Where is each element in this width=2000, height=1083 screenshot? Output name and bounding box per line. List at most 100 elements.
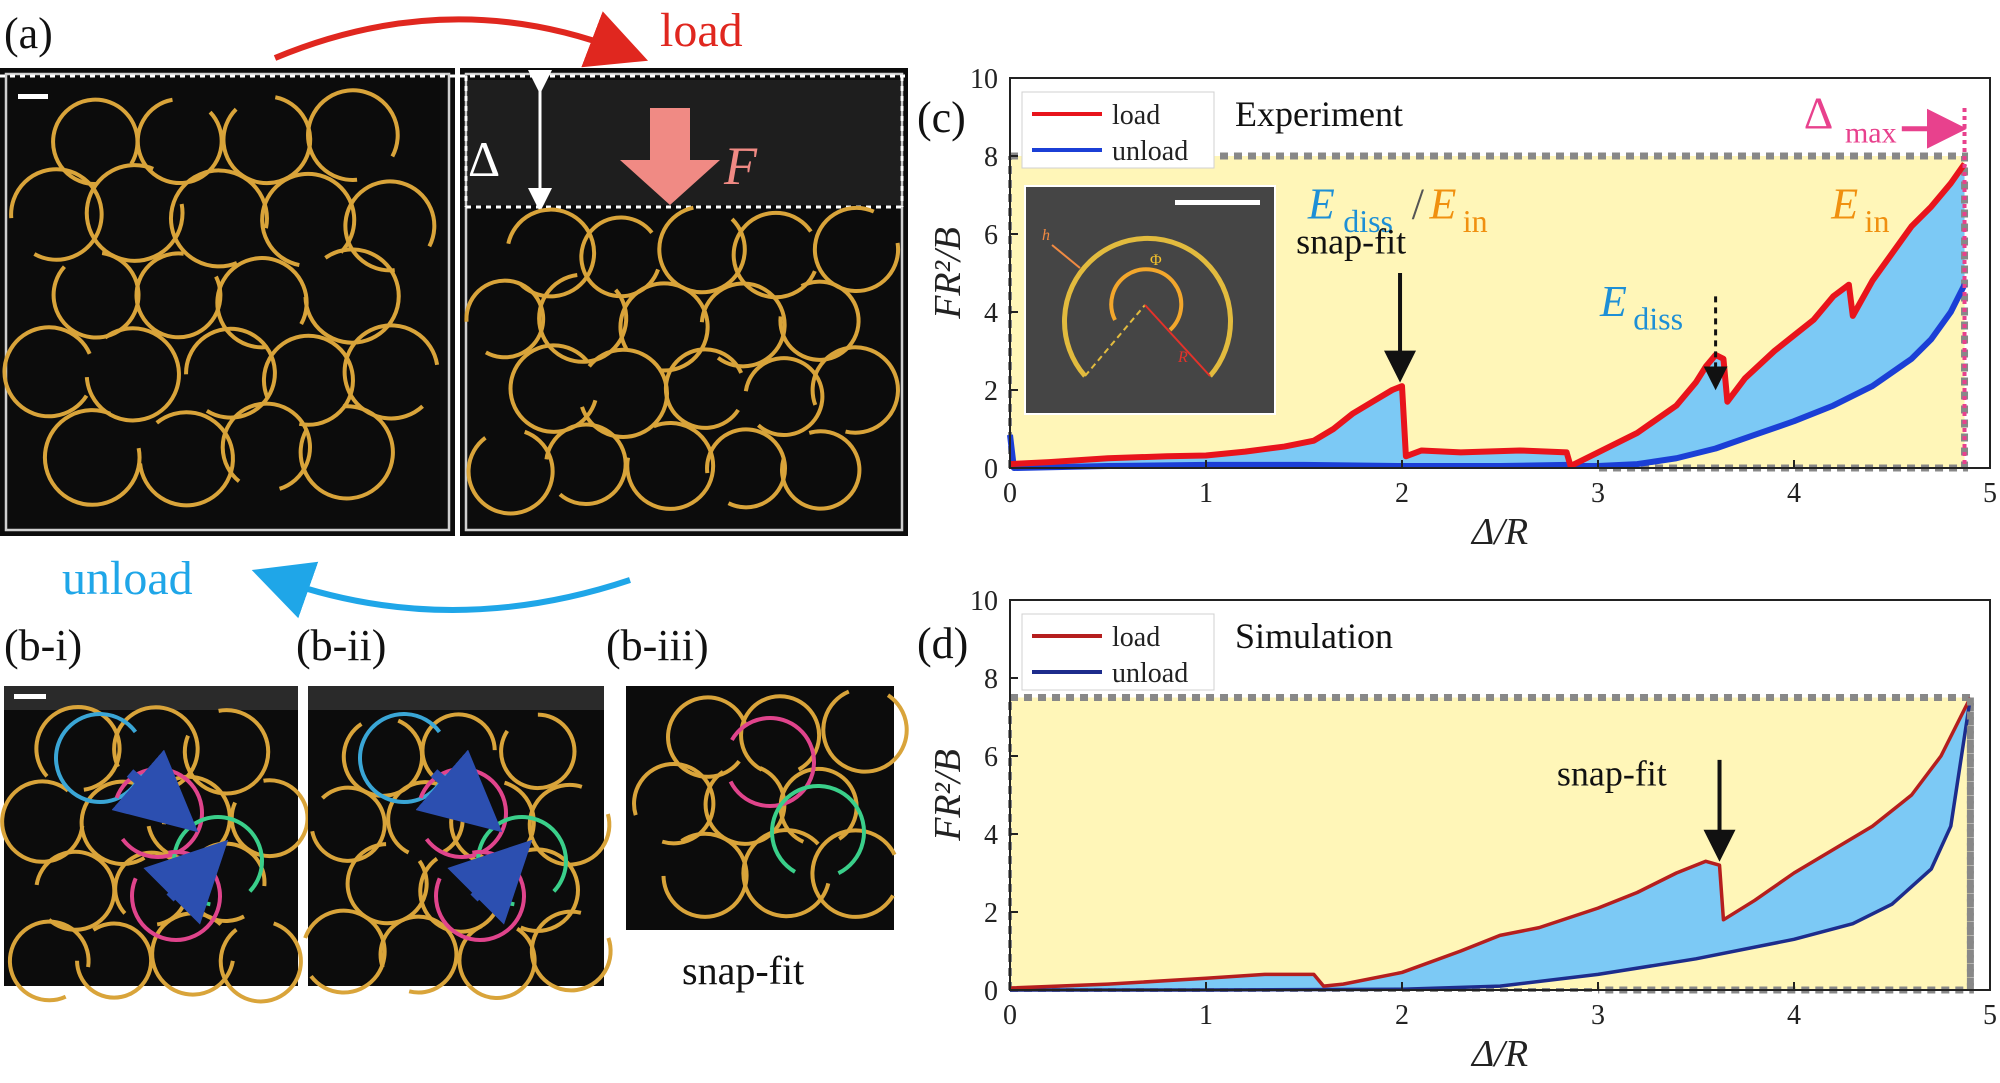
ring-cluster (2, 88, 440, 508)
y-tick-label: 10 (970, 64, 998, 95)
ring (464, 278, 546, 360)
ring (632, 762, 716, 846)
load-arrow (273, 11, 649, 68)
phi-arc (1109, 267, 1184, 332)
ring (770, 784, 866, 876)
panel-label-d: (d) (917, 619, 968, 668)
x-tick-label: 4 (1787, 1000, 1801, 1031)
ring (741, 828, 831, 919)
ring (666, 695, 748, 779)
ring (184, 326, 277, 420)
ring (42, 408, 142, 507)
y-tick-label: 10 (970, 586, 998, 617)
force-label: F (723, 136, 758, 196)
ring (625, 421, 716, 511)
y-tick-label: 4 (984, 820, 998, 851)
ring (2, 325, 92, 419)
ring (215, 256, 309, 350)
legend-entry-load: load (1112, 622, 1160, 653)
y-axis-label: FR²/B (927, 227, 969, 320)
plot-frame (1009, 599, 1991, 991)
delta-max-label: Δ (1804, 88, 1834, 139)
panel-label-a: (a) (4, 9, 53, 58)
y-tick-label: 8 (984, 142, 998, 173)
legend-entry-unload: unload (1112, 136, 1188, 167)
ring (306, 88, 400, 182)
y-tick-label: 6 (984, 742, 998, 773)
ring (743, 356, 825, 437)
ring (229, 778, 310, 859)
ring (84, 163, 185, 263)
ring (739, 694, 822, 772)
motion-arrow-icon (415, 749, 503, 833)
ring (261, 333, 355, 427)
ring (135, 97, 224, 185)
photo-a-before (0, 68, 455, 536)
inset-R-label: R (1177, 349, 1188, 366)
ring-cluster (464, 205, 901, 516)
ring (34, 849, 117, 932)
x-tick-label: 5 (1983, 478, 1997, 509)
ring (699, 281, 787, 369)
legend-entry-unload: unload (1112, 658, 1188, 689)
x-tick-label: 1 (1199, 478, 1213, 509)
ring (138, 410, 235, 508)
legend (1021, 91, 1215, 169)
photo-b-ii (303, 686, 613, 1000)
inset-photo: h Φ R (1024, 185, 1276, 415)
ring (51, 97, 140, 187)
y-tick-label: 0 (984, 454, 998, 485)
ring (75, 921, 154, 1000)
ring (529, 909, 613, 993)
ring (705, 427, 787, 510)
ring (728, 716, 816, 808)
x-tick-label: 5 (1983, 1000, 1997, 1031)
load-series-line (1009, 696, 1972, 990)
panel-label-b-iii: (b-iii) (606, 621, 709, 670)
eta-ein: E (1428, 179, 1456, 228)
ring (169, 168, 269, 269)
unload-arrow-label: unload (62, 552, 193, 605)
load-arrow-label: load (660, 4, 743, 57)
unload-series-line (1007, 283, 1968, 471)
ring (310, 785, 387, 863)
plot-frame (1009, 77, 1991, 469)
ein-label-sub: in (1865, 203, 1890, 239)
snap-fit-caption: snap-fit (682, 948, 804, 993)
legend (1021, 613, 1215, 691)
force-arrow (620, 108, 720, 205)
ring (218, 921, 303, 1004)
ring (343, 179, 437, 273)
delta-max-subscript: max (1845, 116, 1897, 149)
y-axis-label: FR²/B (927, 749, 969, 842)
chart-title: Experiment (1235, 94, 1403, 134)
x-tick-label: 4 (1787, 478, 1801, 509)
inset-h-label: h (1042, 227, 1050, 244)
y-tick-label: 2 (984, 898, 998, 929)
chart-title: Simulation (1235, 616, 1393, 656)
ring-arc (1062, 235, 1233, 378)
unload-arrow (251, 561, 631, 619)
inset-phi-label: Φ (1150, 252, 1162, 269)
inset-scale-bar (1175, 200, 1260, 205)
ring (221, 95, 313, 186)
panel-label-b-ii: (b-ii) (296, 621, 386, 670)
x-tick-label: 0 (1003, 478, 1017, 509)
load-series-line (1009, 162, 1967, 470)
ein-label: E (1830, 179, 1858, 228)
x-tick-label: 2 (1395, 478, 1409, 509)
y-tick-label: 4 (984, 298, 998, 329)
x-tick-label: 3 (1591, 478, 1605, 509)
scale-bar (14, 694, 46, 699)
ring (810, 828, 897, 919)
y-tick-label: 2 (984, 376, 998, 407)
ring (663, 347, 744, 430)
ring (780, 429, 862, 511)
x-tick-label: 0 (1003, 1000, 1017, 1031)
ring (260, 171, 357, 268)
ring (341, 718, 425, 798)
eta-ediss: E (1307, 179, 1335, 228)
x-tick-label: 2 (1395, 1000, 1409, 1031)
ring (810, 345, 900, 435)
